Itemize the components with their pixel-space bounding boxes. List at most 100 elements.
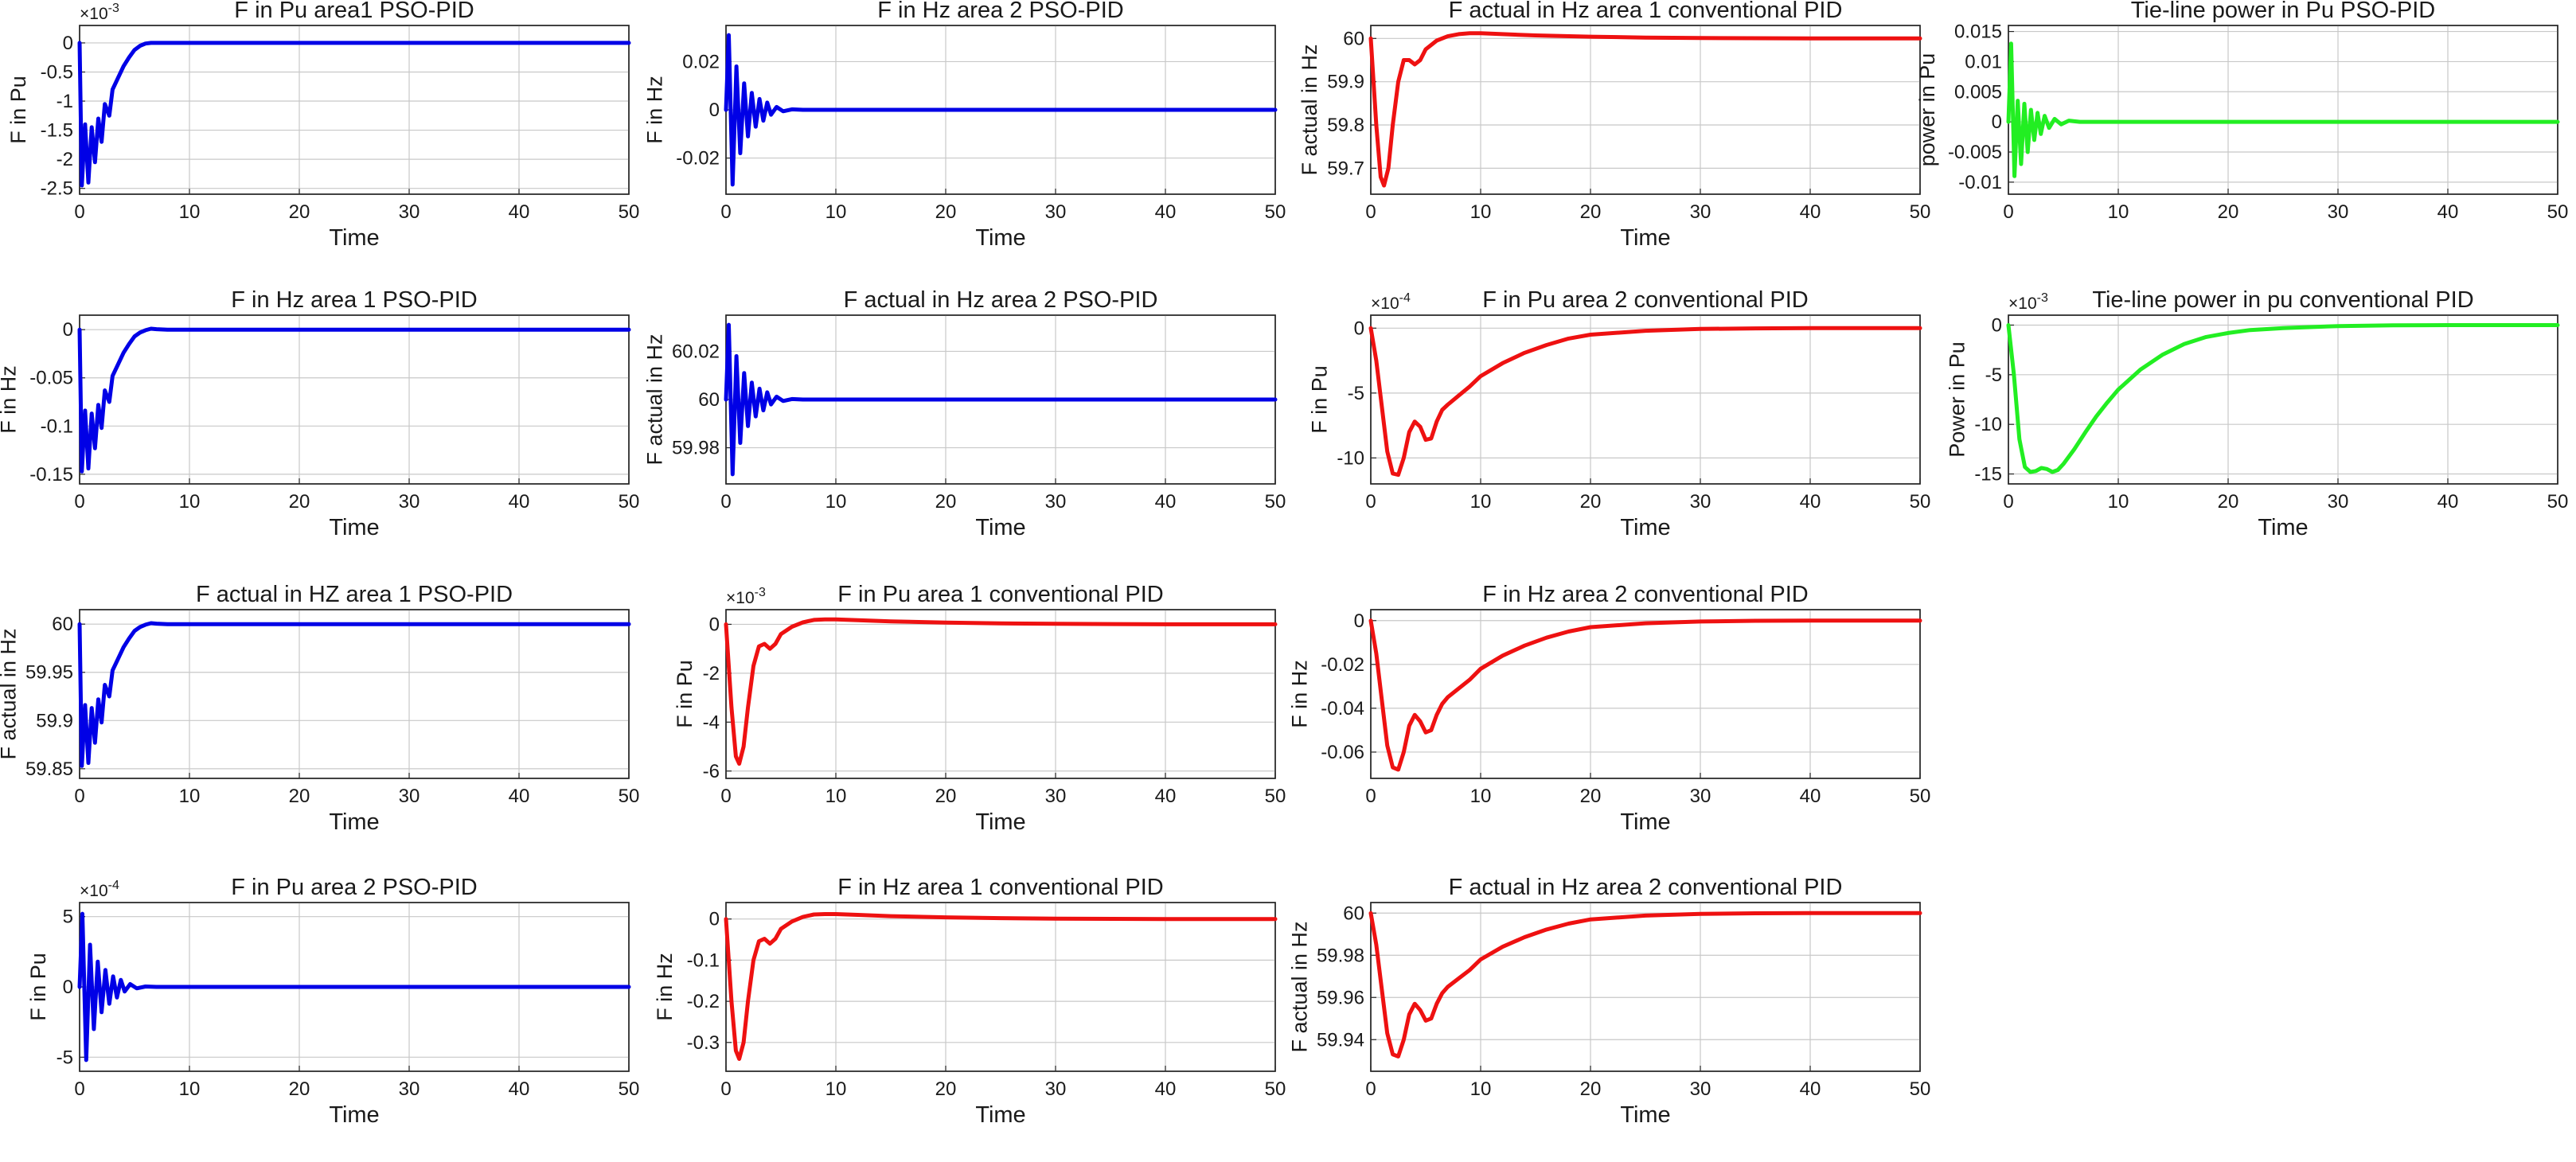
chart-title: Tie-line power in Pu PSO-PID [2131,0,2436,23]
y-tick-label: -6 [703,761,720,782]
series-line [1368,618,1922,772]
axis-exponent: ×10-3 [80,2,119,23]
x-tick-label: 0 [720,491,731,513]
plot-area [79,609,630,779]
series-line [724,322,1278,477]
x-tick-label: 50 [619,201,640,223]
y-tick-label: 59.95 [25,662,73,684]
x-tick-label: 10 [179,786,201,807]
y-tick-label: 60.02 [672,341,720,362]
x-tick-label: 40 [1800,786,1821,807]
x-axis-label: Time [2258,515,2308,540]
y-axis-label: F in Pu [26,953,50,1021]
chart-title: F actual in HZ area 1 PSO-PID [196,582,513,607]
x-tick-label: 50 [2547,201,2569,223]
x-tick-label: 0 [74,1078,84,1100]
x-tick-label: 0 [2003,201,2013,223]
y-tick-label: -0.5 [41,61,73,83]
y-axis-label: F in Pu [1308,365,1332,434]
x-tick-label: 20 [289,786,310,807]
plot-area [1370,902,1921,1072]
x-axis-label: Time [1620,225,1670,251]
x-tick-label: 0 [74,201,84,223]
y-tick-label: 60 [52,614,73,635]
x-tick-label: 30 [1690,491,1711,513]
x-tick-label: 10 [2108,201,2129,223]
y-tick-label: 0 [1992,111,2002,133]
y-axis-label: power in Pu [1915,53,1939,167]
y-axis-label: F in Hz [0,365,21,434]
y-tick-label: -4 [703,712,720,733]
y-tick-label: 5 [63,907,73,928]
x-axis-label: Time [329,225,379,251]
y-axis-label: F actual in Hz [1288,921,1312,1052]
x-tick-label: 40 [1155,491,1177,513]
plot-area [2008,25,2558,195]
x-tick-label: 30 [1045,1078,1067,1100]
y-tick-label: -2 [57,149,73,170]
series-line [2006,323,2560,474]
y-tick-label: -5 [1348,383,1364,404]
series-line [724,912,1278,1061]
y-tick-label: -10 [1974,414,2002,435]
x-axis-label: Time [975,225,1025,251]
y-tick-label: -0.02 [676,148,720,170]
x-tick-label: 20 [289,201,310,223]
x-tick-label: 20 [289,491,310,513]
plot-border [1370,314,1921,485]
chart-title: F actual in Hz area 1 conventional PID [1449,0,1843,23]
x-tick-label: 10 [2108,491,2129,513]
x-tick-label: 30 [1045,201,1067,223]
series-line [2006,41,2560,178]
chart-title: F actual in Hz area 2 conventional PID [1449,875,1843,900]
x-tick-label: 10 [179,491,201,513]
x-axis-label: Time [329,1102,379,1128]
x-tick-label: 10 [1470,201,1492,223]
y-tick-label: 59.96 [1317,987,1364,1008]
y-tick-label: -0.06 [1321,742,1364,763]
x-tick-label: 20 [1580,1078,1602,1100]
x-tick-label: 50 [1265,786,1286,807]
x-tick-label: 50 [619,1078,640,1100]
y-tick-label: -5 [57,1047,73,1068]
x-tick-label: 20 [1580,491,1602,513]
x-tick-label: 50 [1910,1078,1931,1100]
series-line [1368,910,1922,1059]
series-line [1368,326,1922,478]
x-axis-label: Time [975,1102,1025,1128]
plot-area [1370,25,1921,195]
y-tick-label: 0.015 [1954,21,2002,43]
chart-panel-4: 0 10 20 30 40 50 -0.01 -0.005 0 0.005 0.01 0.015 Tie… [1915,0,2568,223]
chart-title: F in Pu area 2 PSO-PID [231,875,477,900]
x-tick-label: 0 [1365,786,1376,807]
y-tick-label: -0.02 [1321,654,1364,676]
y-axis-label: F actual in Hz [643,333,667,465]
plot-border [725,902,1276,1072]
y-tick-label: -0.2 [687,991,720,1012]
chart-title: F in Pu area 1 conventional PID [837,582,1163,607]
x-axis-label: Time [1620,809,1670,835]
x-tick-label: 50 [619,491,640,513]
x-tick-label: 10 [179,201,201,223]
y-tick-label: 0 [709,909,720,930]
x-tick-label: 20 [935,1078,957,1100]
chart-title: F actual in Hz area 2 PSO-PID [844,287,1158,313]
x-tick-label: 50 [1265,491,1286,513]
plot-border [1370,25,1921,195]
x-tick-label: 50 [1910,786,1931,807]
x-tick-label: 40 [509,786,530,807]
plot-area [725,609,1276,779]
x-tick-label: 30 [1690,201,1711,223]
x-tick-label: 10 [1470,1078,1492,1100]
chart-title: F in Hz area 2 PSO-PID [877,0,1123,23]
plot-area [1370,609,1921,779]
y-tick-label: 59.85 [25,758,73,780]
chart-panel-11: 0 10 20 30 40 50 -0.06 -0.04 -0.02 0 F in Hz area … [1288,582,1931,835]
y-tick-label: 0 [63,33,73,54]
y-tick-label: 59.98 [672,438,720,459]
chart-title: F in Pu area 2 conventional PID [1482,287,1808,313]
x-tick-label: 0 [720,786,731,807]
chart-panel-9: 0 10 20 30 40 50 59.85 59.9 59.95 60 F actual in H… [0,582,639,835]
